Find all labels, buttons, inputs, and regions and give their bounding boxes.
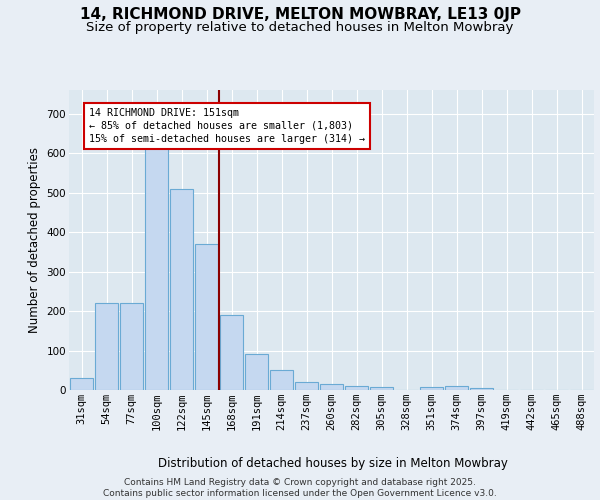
Text: Distribution of detached houses by size in Melton Mowbray: Distribution of detached houses by size … <box>158 458 508 470</box>
Bar <box>220 315 244 390</box>
Bar <box>119 303 143 390</box>
Bar <box>470 388 493 390</box>
Text: Contains HM Land Registry data © Crown copyright and database right 2025.
Contai: Contains HM Land Registry data © Crown c… <box>103 478 497 498</box>
Bar <box>419 387 443 390</box>
Bar <box>70 378 94 390</box>
Bar <box>445 386 469 390</box>
Bar <box>295 382 319 390</box>
Bar <box>344 386 368 390</box>
Bar <box>269 370 293 390</box>
Bar <box>170 188 193 390</box>
Text: 14, RICHMOND DRIVE, MELTON MOWBRAY, LE13 0JP: 14, RICHMOND DRIVE, MELTON MOWBRAY, LE13… <box>79 8 521 22</box>
Bar <box>95 303 118 390</box>
Y-axis label: Number of detached properties: Number of detached properties <box>28 147 41 333</box>
Bar <box>194 244 218 390</box>
Bar <box>320 384 343 390</box>
Bar <box>370 387 394 390</box>
Bar <box>145 138 169 390</box>
Text: Size of property relative to detached houses in Melton Mowbray: Size of property relative to detached ho… <box>86 21 514 34</box>
Text: 14 RICHMOND DRIVE: 151sqm
← 85% of detached houses are smaller (1,803)
15% of se: 14 RICHMOND DRIVE: 151sqm ← 85% of detac… <box>89 108 365 144</box>
Bar <box>245 354 268 390</box>
